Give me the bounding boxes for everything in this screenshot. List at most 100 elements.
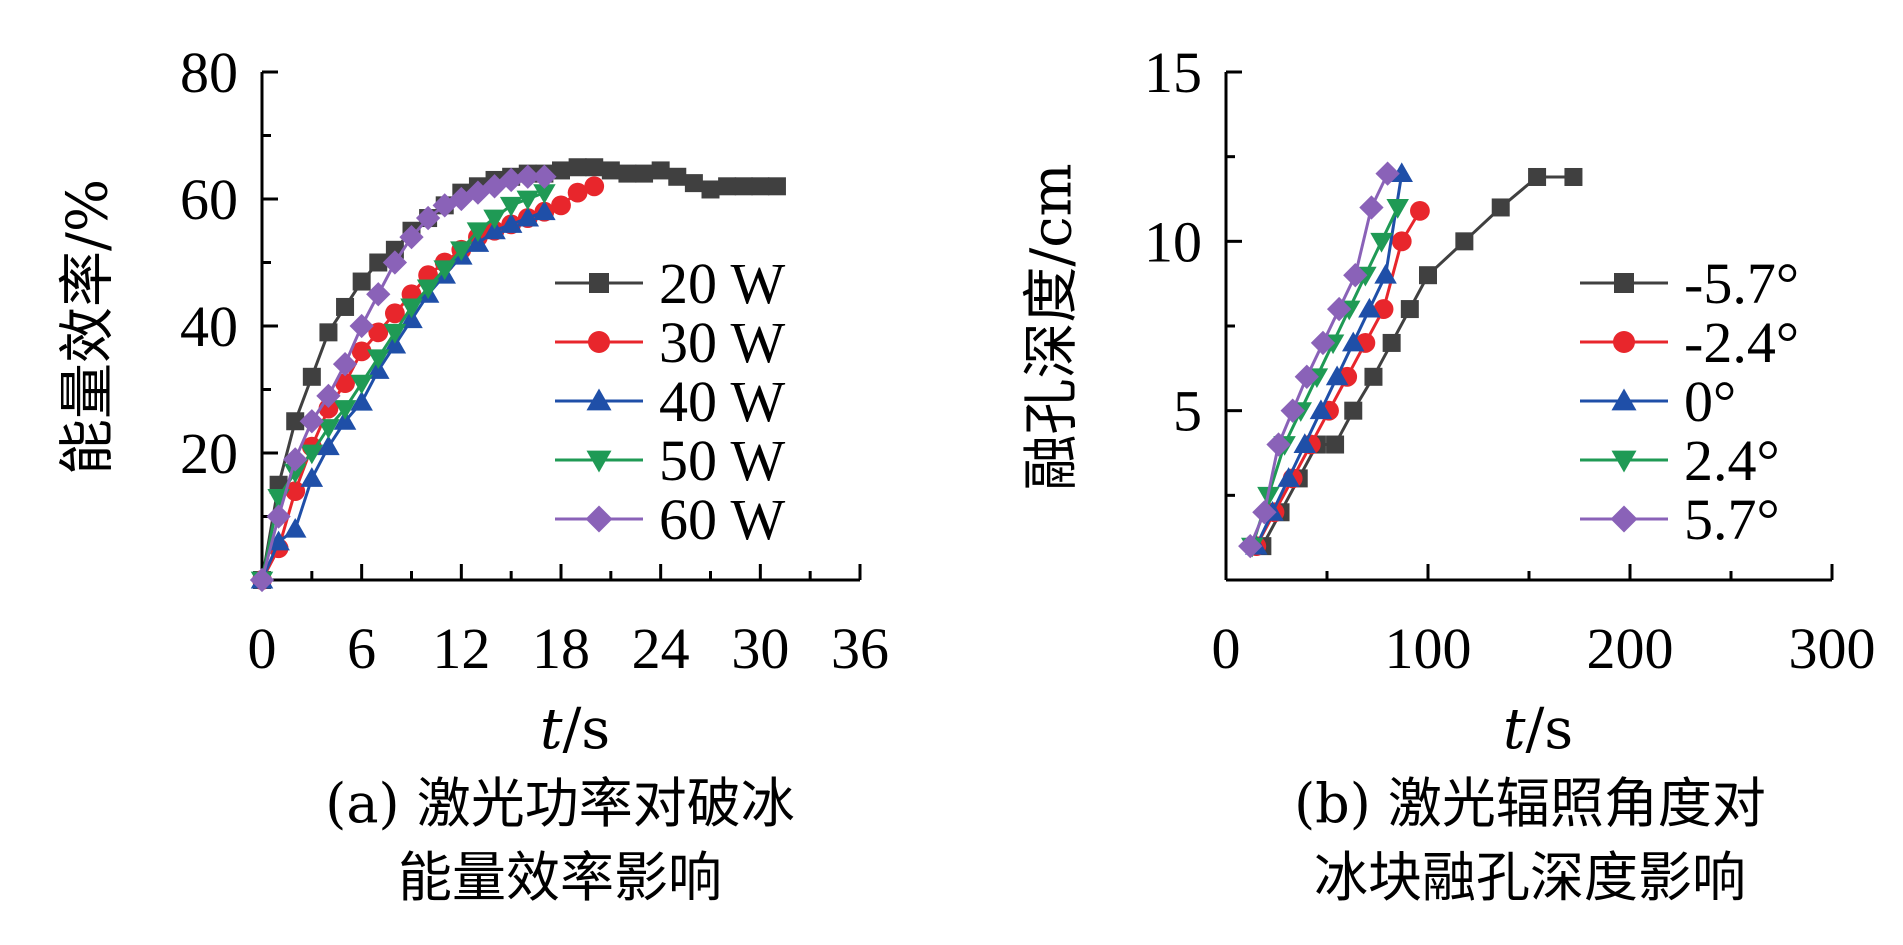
x-tick-label: 18: [532, 616, 590, 681]
series-line: [1261, 175, 1574, 547]
data-point: [466, 232, 490, 252]
legend-label: 5.7°: [1684, 487, 1780, 552]
data-point: [601, 161, 620, 180]
legend-label: 40 W: [659, 369, 785, 434]
legend-marker: [1610, 505, 1638, 533]
data-point: [367, 359, 390, 379]
data-point: [333, 410, 357, 430]
data-point: [1310, 330, 1336, 356]
data-point: [668, 167, 687, 186]
data-point: [551, 195, 571, 216]
data-point: [483, 219, 506, 240]
data-point: [1343, 263, 1368, 288]
data-point: [349, 313, 374, 339]
caption-line: (a) 激光功率对破冰: [325, 772, 795, 835]
series-50W: [250, 184, 556, 592]
data-point: [1382, 333, 1401, 352]
data-point: [499, 213, 523, 233]
data-point: [352, 272, 371, 291]
y-tick-label: 60: [180, 167, 238, 232]
data-point: [317, 435, 340, 456]
legend-label: 0°: [1684, 369, 1736, 434]
legend-label: 50 W: [659, 428, 785, 493]
data-point: [515, 164, 540, 189]
data-point: [718, 177, 737, 196]
x-axis-title: t/s: [1503, 697, 1573, 762]
legend-label: 30 W: [659, 310, 785, 375]
y-tick-label: 40: [180, 294, 238, 359]
data-point: [1400, 300, 1419, 319]
data-point: [415, 205, 441, 231]
data-point: [400, 298, 423, 319]
data-point: [1325, 365, 1349, 386]
data-point: [1386, 199, 1409, 219]
data-point: [300, 444, 324, 465]
legend-label: 20 W: [659, 251, 785, 316]
data-point: [1344, 401, 1363, 420]
data-point: [333, 400, 357, 420]
data-point: [1266, 432, 1291, 457]
x-tick-label: 100: [1385, 616, 1472, 681]
data-point: [1491, 198, 1510, 217]
data-point: [1375, 161, 1400, 186]
data-point: [335, 373, 355, 394]
data-point: [1309, 399, 1333, 420]
data-point: [1280, 398, 1305, 423]
data-point: [618, 164, 637, 183]
caption-line: 能量效率影响: [398, 846, 722, 909]
data-point: [1252, 500, 1277, 525]
data-point: [516, 190, 540, 211]
legend-marker: [588, 331, 610, 353]
data-point: [584, 176, 605, 197]
data-point: [283, 463, 307, 484]
data-point: [302, 367, 321, 386]
data-point: [1277, 467, 1300, 487]
data-point: [466, 222, 490, 242]
data-point: [1358, 297, 1381, 318]
data-point: [285, 481, 306, 501]
data-point: [382, 250, 408, 275]
y-tick-label: 15: [1144, 40, 1202, 105]
legend-marker: [1614, 273, 1634, 293]
data-point: [1359, 195, 1384, 220]
caption-line: (b) 激光辐照角度对: [1294, 772, 1766, 835]
data-point: [1238, 533, 1263, 559]
data-point: [366, 282, 391, 307]
data-point: [568, 158, 587, 177]
series-57: [1253, 167, 1583, 556]
data-point: [552, 161, 570, 180]
data-point: [1293, 433, 1317, 453]
data-point: [332, 351, 358, 377]
x-tick-label: 0: [1212, 616, 1241, 681]
legend-marker: [586, 388, 612, 411]
data-point: [1342, 331, 1365, 352]
data-point: [266, 504, 291, 529]
series-40W: [250, 200, 556, 589]
legend-marker: [1613, 331, 1635, 353]
x-tick-label: 12: [432, 616, 490, 681]
data-point: [1326, 296, 1352, 322]
data-point: [416, 279, 440, 300]
data-point: [499, 196, 523, 217]
data-point: [249, 567, 275, 593]
data-point: [336, 297, 355, 316]
series-57: [1238, 161, 1400, 559]
x-tick-label: 24: [632, 616, 690, 681]
data-point: [316, 383, 341, 408]
data-point: [1364, 367, 1383, 386]
data-point: [350, 374, 373, 395]
data-point: [1326, 435, 1345, 454]
x-axis-title: t/s: [540, 697, 610, 762]
x-tick-label: 0: [248, 616, 277, 681]
x-axis-title-italic: t: [540, 697, 563, 762]
data-point: [482, 174, 507, 199]
data-point: [567, 182, 588, 203]
data-point: [585, 158, 604, 177]
y-tick-label: 10: [1144, 209, 1202, 274]
data-point: [1294, 364, 1319, 389]
legend-marker: [1611, 450, 1637, 473]
data-point: [499, 167, 524, 193]
x-axis-title-italic: t: [1503, 697, 1526, 762]
data-point: [701, 180, 720, 199]
